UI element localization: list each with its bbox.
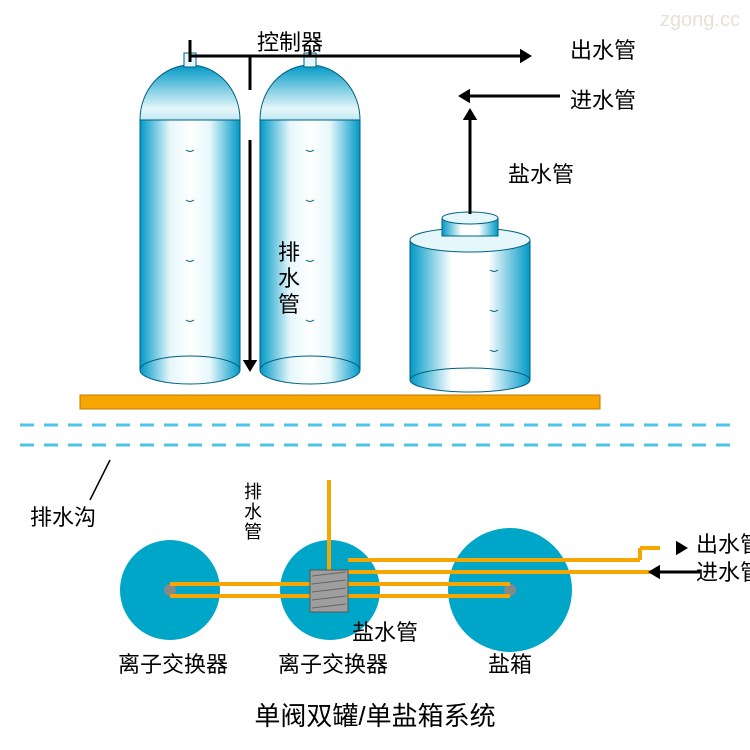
- diagram: zgong.cc控制器出水管进水管盐水管排水管排水沟离子交换器离子交换器盐箱盐水…: [0, 0, 750, 750]
- tank-body: [260, 120, 360, 370]
- drain_ditch: 排水沟: [30, 505, 96, 530]
- salt-tank-base: [410, 368, 530, 392]
- outlet2: 出水管: [696, 532, 750, 557]
- watermark: zgong.cc: [660, 9, 740, 31]
- drain-pipe-char: 水: [278, 266, 300, 291]
- inlet: 进水管: [570, 88, 636, 113]
- salt-tank-body: [410, 240, 530, 380]
- drain-pipe-char: 排: [278, 240, 300, 265]
- arrow: [243, 360, 257, 372]
- drain-vert-char: 水: [244, 502, 262, 522]
- tank-base: [260, 356, 360, 384]
- salt_box: 盐箱: [488, 652, 532, 677]
- arrow: [520, 49, 532, 63]
- arrow: [676, 541, 688, 555]
- drain-vert-char: 排: [244, 482, 262, 502]
- drain-pipe-char: 管: [278, 292, 300, 317]
- brine: 盐水管: [508, 162, 574, 187]
- controller: 控制器: [257, 30, 323, 55]
- exchanger1: 离子交换器: [118, 652, 228, 677]
- tank-base: [140, 356, 240, 384]
- arrow: [458, 89, 470, 103]
- arrow: [463, 108, 477, 120]
- brine_pipe2: 盐水管: [352, 620, 418, 645]
- outlet: 出水管: [570, 38, 636, 63]
- tank-body: [140, 120, 240, 370]
- inlet2: 进水管: [696, 560, 750, 585]
- drain-vert-char: 管: [244, 522, 262, 542]
- title: 单阀双罐/单盐箱系统: [254, 701, 495, 731]
- platform: [80, 395, 600, 409]
- exchanger2: 离子交换器: [278, 652, 388, 677]
